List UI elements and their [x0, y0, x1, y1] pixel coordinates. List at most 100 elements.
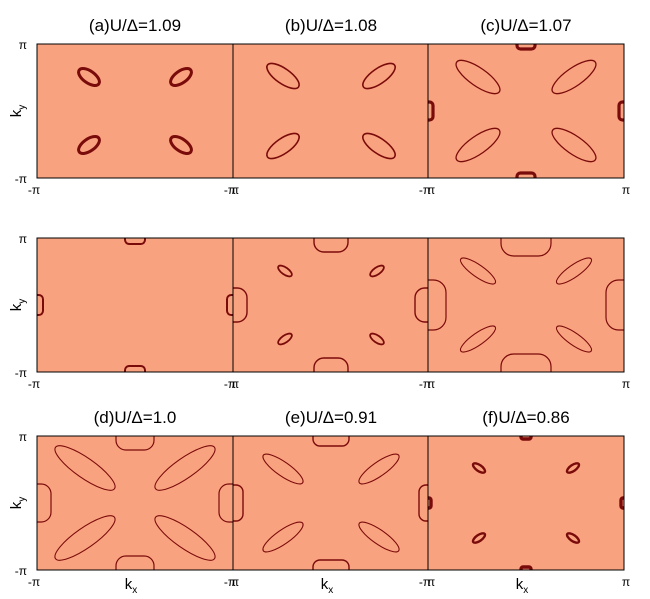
panel-background	[233, 238, 429, 372]
edge-pocket-left	[428, 100, 435, 122]
xtick-min: -π	[419, 575, 431, 589]
panel-background	[428, 44, 624, 178]
panel-e: (e)U/Δ=0.91-π πkx	[224, 408, 435, 596]
ytick-min: -π	[15, 564, 27, 578]
panel-b: (b)U/Δ=1.08-π π	[224, 16, 435, 197]
edge-pocket-right	[414, 287, 429, 323]
fermi-pocket	[455, 59, 501, 95]
panel-title: (a)U/Δ=1.09	[89, 16, 181, 35]
fermi-pocket	[266, 62, 300, 90]
fermi-pocket	[169, 67, 193, 87]
edge-pocket-top	[312, 436, 350, 447]
fermi-pocket	[555, 257, 593, 285]
panel-background	[37, 238, 233, 372]
fermi-pocket	[54, 515, 116, 561]
panel-background	[233, 44, 429, 178]
fermi-pocket	[169, 135, 193, 155]
xtick-max: π	[427, 183, 435, 197]
panel-frame	[427, 435, 625, 571]
xlabel: kx	[516, 576, 529, 596]
edge-pocket-right	[619, 496, 624, 510]
panel-background	[428, 238, 624, 372]
fermi-pocket	[154, 515, 216, 561]
edge-pocket-left	[428, 279, 447, 331]
edge-pocket-top	[115, 436, 155, 451]
xtick-max: π	[622, 575, 630, 589]
ytick-max: π	[19, 430, 27, 444]
fermi-pocket	[459, 257, 497, 285]
panel-m3: -π π	[419, 237, 630, 391]
edge-pocket-left	[233, 484, 244, 522]
fermi-pocket	[471, 462, 487, 474]
fermi-pocket	[154, 445, 216, 491]
panel-title: (f)U/Δ=0.86	[482, 408, 569, 427]
edge-pocket-top	[313, 238, 349, 253]
contours	[233, 436, 429, 570]
edge-pocket-left	[428, 496, 433, 510]
fermi-pocket	[358, 453, 400, 485]
ytick-min: -π	[15, 366, 27, 380]
edge-pocket-bottom	[515, 171, 537, 178]
fermi-pocket	[565, 532, 581, 544]
xtick-min: -π	[224, 183, 236, 197]
edge-pocket-right	[605, 279, 624, 331]
xtick-max: π	[427, 377, 435, 391]
panel-title: (e)U/Δ=0.91	[285, 408, 377, 427]
ytick-min: -π	[15, 172, 27, 186]
edge-pocket-top	[515, 44, 537, 51]
fermi-pocket	[455, 127, 501, 163]
ylabel: ky	[8, 497, 28, 510]
panel-c: (c)U/Δ=1.07-π π	[419, 16, 630, 197]
fermi-pocket	[362, 62, 396, 90]
edge-pocket-top	[500, 238, 552, 257]
fermi-pocket	[277, 264, 293, 278]
fermi-pocket	[266, 132, 300, 160]
ylabel: ky	[8, 105, 28, 118]
fermi-pocket	[54, 445, 116, 491]
xtick-max: π	[231, 377, 239, 391]
xtick-min: -π	[28, 183, 40, 197]
panel-title: (b)U/Δ=1.08	[285, 16, 377, 35]
panel-background	[233, 436, 429, 570]
contours	[428, 238, 624, 372]
xtick-max: π	[427, 575, 435, 589]
edge-pocket-left	[37, 483, 52, 523]
edge-pocket-bottom	[312, 559, 350, 570]
panel-background	[37, 44, 233, 178]
xtick-max: π	[231, 183, 239, 197]
panel-a: (a)U/Δ=1.09π-πky-π π	[8, 16, 239, 197]
panel-frame	[427, 43, 625, 179]
contours	[233, 238, 429, 372]
xtick-min: -π	[419, 183, 431, 197]
contours	[77, 67, 193, 155]
contours	[266, 62, 396, 160]
panel-f: (f)U/Δ=0.86-π πkx	[419, 408, 630, 596]
fermi-pocket	[77, 67, 101, 87]
contours	[37, 238, 233, 372]
edge-pocket-bottom	[500, 353, 552, 372]
panel-m1: π-πky-π π	[8, 232, 239, 391]
edge-pocket-left	[37, 294, 44, 316]
ylabel: ky	[8, 299, 28, 312]
contours	[428, 436, 624, 570]
ytick-max: π	[19, 38, 27, 52]
edge-pocket-left	[233, 287, 248, 323]
edge-pocket-bottom	[115, 555, 155, 570]
fermi-pocket	[262, 453, 304, 485]
panel-m2: -π π	[224, 237, 435, 391]
edge-pocket-top	[519, 436, 533, 441]
xtick-max: π	[231, 575, 239, 589]
edge-pocket-bottom	[519, 565, 533, 570]
xtick-max: π	[622, 183, 630, 197]
fermi-pocket	[369, 332, 385, 346]
fermi-pocket	[471, 532, 487, 544]
panel-background	[428, 436, 624, 570]
fermi-pocket	[551, 127, 597, 163]
edge-pocket-right	[226, 294, 233, 316]
fermi-pocket	[262, 521, 304, 553]
contours	[428, 44, 624, 178]
fermi-pocket	[277, 332, 293, 346]
xtick-min: -π	[419, 377, 431, 391]
fermi-pocket	[362, 132, 396, 160]
xtick-max: π	[622, 377, 630, 391]
